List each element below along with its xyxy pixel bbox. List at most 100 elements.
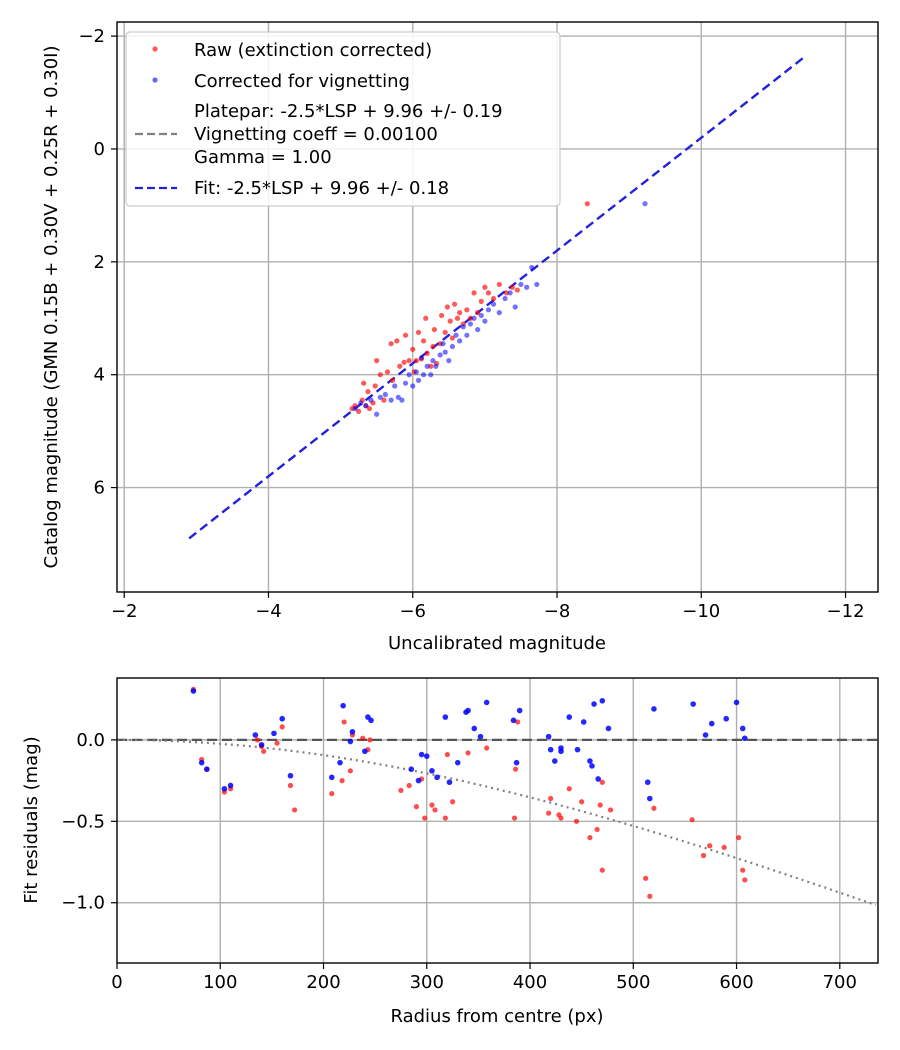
raw-residual-point [546, 810, 552, 816]
corrected-point [428, 372, 434, 378]
corrected-residual-point [347, 738, 354, 745]
raw-residual-point [651, 805, 657, 811]
raw-residual-point [548, 795, 554, 802]
corrected-residual-point [434, 774, 440, 781]
raw-point [451, 301, 458, 307]
x-tick-label: −10 [682, 601, 720, 622]
corrected-point [395, 394, 401, 400]
top-x-axis-label: Uncalibrated magnitude [388, 633, 606, 654]
raw-point [413, 358, 419, 364]
raw-point [449, 335, 456, 341]
corrected-residual-point [733, 699, 740, 706]
legend-label-raw: Raw (extinction corrected) [194, 40, 432, 61]
corrected-residual-point [651, 706, 657, 712]
legend-label-vignetting: Vignetting coeff = 0.00100 [194, 124, 438, 145]
corrected-residual-point [516, 707, 523, 714]
raw-point [428, 363, 434, 369]
legend-label-gamma: Gamma = 1.00 [194, 147, 332, 168]
raw-residual-point [707, 843, 713, 849]
raw-residual-point [287, 782, 294, 789]
raw-residual-point [599, 867, 605, 873]
raw-residual-point [512, 766, 519, 772]
raw-point [366, 405, 373, 412]
raw-residual-point [647, 893, 653, 899]
raw-residual-point [254, 737, 261, 743]
corrected-point [482, 318, 488, 324]
raw-point [356, 408, 362, 415]
corrected-point [437, 352, 443, 358]
top-x-ticks: −2 −4 −6 −8 −10 −12 [111, 592, 865, 622]
corrected-residual-point [566, 714, 573, 720]
corrected-residual-point [483, 699, 490, 706]
corrected-point [642, 201, 648, 207]
raw-point [482, 284, 488, 290]
corrected-point [374, 411, 380, 417]
bottom-x-axis-label: Radius from centre (px) [390, 1006, 603, 1027]
raw-point [438, 312, 445, 319]
raw-residual-point [341, 719, 347, 725]
raw-point [475, 310, 481, 316]
raw-residual-point [292, 807, 298, 813]
corrected-point [368, 397, 374, 403]
corrected-point [418, 355, 424, 361]
corrected-residual-point [423, 753, 430, 759]
x-tick-label: 700 [823, 972, 857, 993]
raw-point [424, 350, 430, 356]
bottom-grid [117, 678, 878, 963]
raw-point [384, 369, 391, 375]
raw-point [388, 341, 394, 347]
corrected-residual-point [513, 759, 520, 766]
raw-point [420, 338, 427, 344]
corrected-residual-point [190, 688, 197, 694]
raw-point [389, 377, 396, 383]
corrected-point [440, 341, 446, 347]
corrected-point [420, 372, 427, 378]
raw-residual-point [700, 852, 707, 859]
raw-residual-point [444, 751, 451, 758]
raw-point [478, 298, 484, 304]
corrected-residual-point [477, 733, 484, 740]
corrected-points-series [352, 201, 648, 417]
corrected-point [446, 358, 452, 364]
corrected-residual-point [510, 717, 517, 724]
corrected-residual-point [647, 795, 653, 802]
legend-label-fit: Fit: -2.5*LSP + 9.96 +/- 0.18 [194, 178, 449, 199]
corrected-point [410, 383, 416, 389]
raw-residual-point [347, 768, 353, 774]
raw-residual-point [558, 815, 564, 821]
corrected-residual-point [454, 759, 461, 766]
raw-residual-point [484, 745, 490, 751]
corrected-residual-point [340, 702, 346, 709]
raw-point [410, 346, 416, 352]
corrected-residual-point [279, 715, 286, 722]
corrected-point [388, 397, 394, 403]
corrected-residual-point [271, 730, 277, 737]
corrected-point [518, 281, 524, 288]
raw-residual-point [594, 826, 600, 833]
corrected-residual-point [702, 732, 709, 738]
raw-point [503, 290, 510, 296]
corrected-point [392, 383, 398, 389]
bottom-axes-frame [116, 677, 879, 964]
corrected-point [534, 281, 540, 288]
x-tick-label: 300 [410, 972, 444, 993]
raw-point [454, 315, 461, 321]
raw-point [464, 307, 470, 313]
x-tick-label: −4 [255, 601, 282, 622]
x-tick-label: −8 [544, 601, 571, 622]
corrected-residual-point [580, 719, 587, 725]
corrected-point [363, 403, 369, 409]
raw-point [401, 359, 407, 365]
corrected-residual-points [190, 688, 748, 802]
x-tick-label: 600 [719, 972, 753, 993]
raw-residual-point [607, 807, 614, 813]
corrected-residual-point [739, 725, 746, 732]
y-tick-label: −0.5 [61, 811, 105, 832]
raw-point [372, 383, 378, 389]
bottom-x-ticks: 0 100 200 300 400 500 600 700 [111, 963, 857, 993]
raw-point [509, 284, 515, 290]
raw-residual-point [413, 804, 420, 810]
corrected-point [449, 343, 456, 350]
raw-residual-point [566, 786, 572, 792]
legend-label-platepar: Platepar: -2.5*LSP + 9.96 +/- 0.19 [194, 101, 503, 122]
